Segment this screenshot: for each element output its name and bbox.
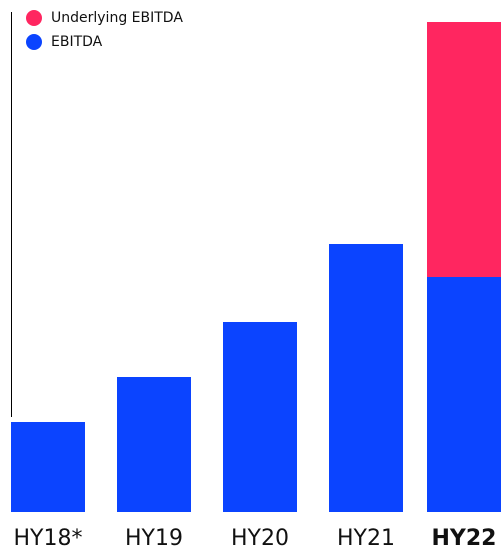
bar-ebitda-hy18 <box>11 422 85 512</box>
x-tick-label-hy22: HY22 <box>432 526 497 551</box>
bar-ebitda-hy21 <box>329 244 403 512</box>
bar-underlying-ebitda-hy22 <box>427 22 501 277</box>
x-tick-label-hy21: HY21 <box>337 526 395 551</box>
x-tick-label-hy20: HY20 <box>231 526 289 551</box>
x-tick-label-hy18: HY18* <box>14 526 83 551</box>
bar-ebitda-hy20 <box>223 322 297 512</box>
x-tick-label-hy19: HY19 <box>125 526 183 551</box>
bar-ebitda-hy22 <box>427 277 501 512</box>
bar-ebitda-hy19 <box>117 377 191 512</box>
